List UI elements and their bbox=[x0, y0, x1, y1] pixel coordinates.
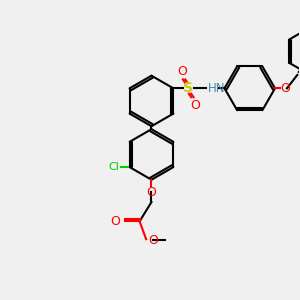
Text: O: O bbox=[146, 186, 156, 199]
Text: O: O bbox=[190, 99, 200, 112]
Text: O: O bbox=[148, 234, 158, 247]
Text: O: O bbox=[280, 82, 290, 95]
Text: Cl: Cl bbox=[108, 162, 119, 172]
Text: HN: HN bbox=[208, 82, 225, 95]
Text: O: O bbox=[177, 65, 187, 78]
Text: S: S bbox=[183, 81, 193, 95]
Text: O: O bbox=[110, 215, 120, 228]
